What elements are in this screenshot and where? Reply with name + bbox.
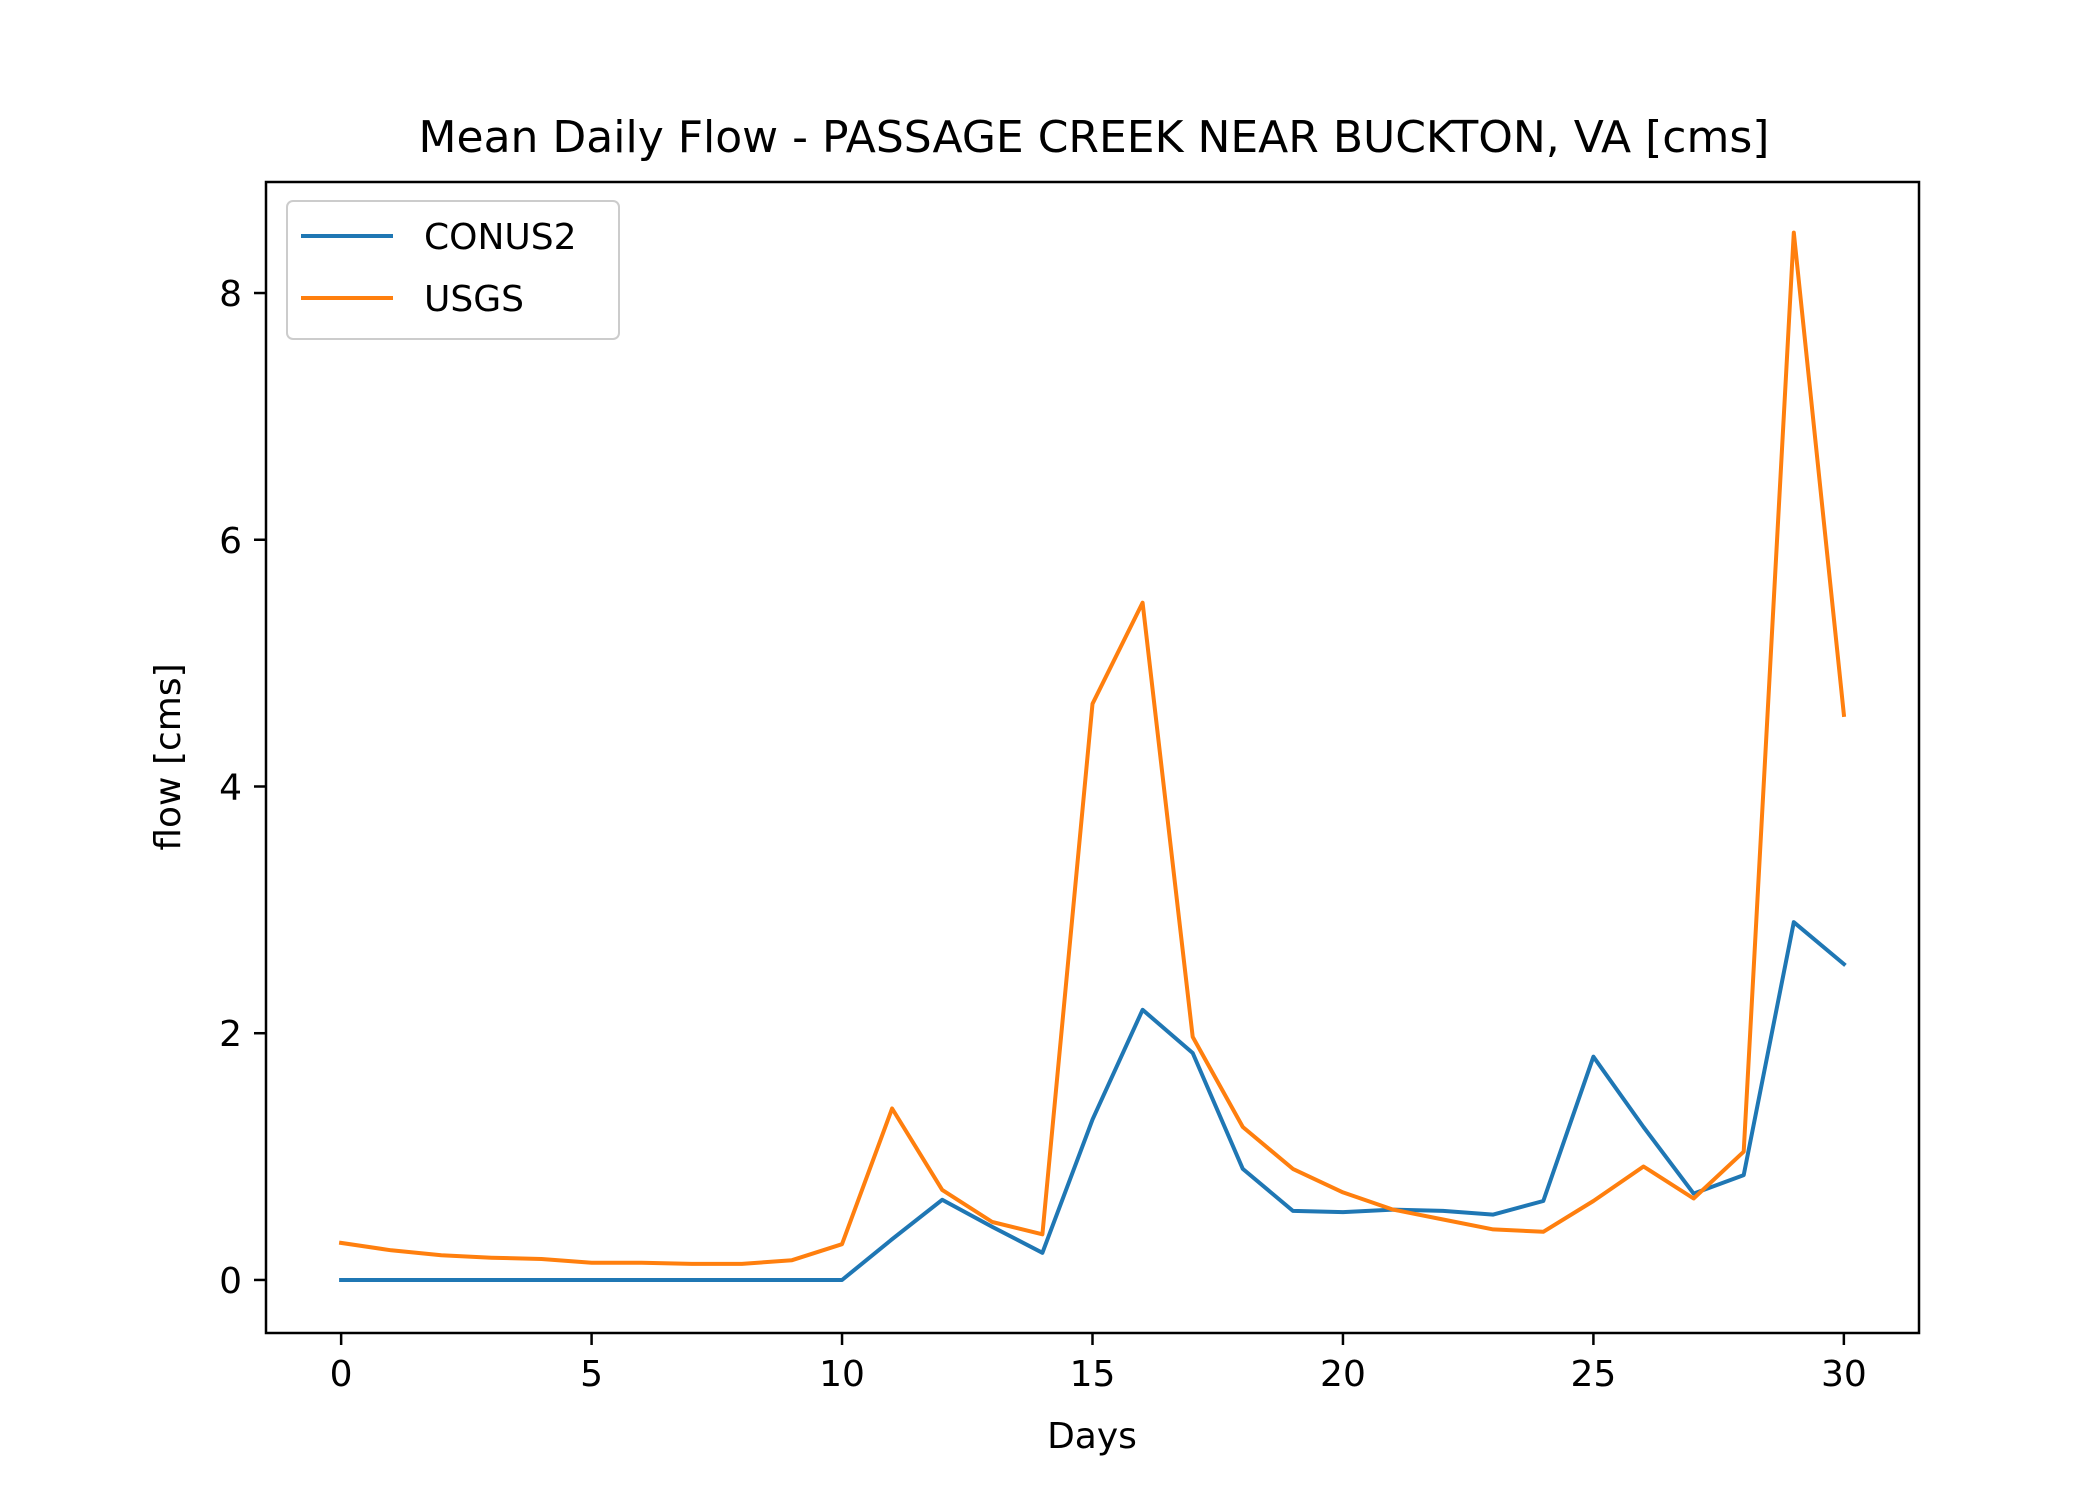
y-tick-label: 2	[219, 1014, 242, 1055]
x-axis: 0 5 10 15 20 25 30	[330, 1333, 1867, 1395]
legend: CONUS2 USGS	[286, 200, 620, 340]
x-tick-label: 10	[819, 1354, 865, 1395]
x-tick-label: 20	[1320, 1354, 1366, 1395]
y-axis: 0 2 4 6 8	[219, 274, 266, 1302]
series-line-usgs	[338, 230, 1847, 1266]
chart-title: Mean Daily Flow - PASSAGE CREEK NEAR BUC…	[419, 112, 1770, 163]
y-axis-label: flow [cms]	[148, 663, 189, 850]
y-tick-label: 4	[219, 767, 242, 808]
legend-label-usgs: USGS	[424, 279, 524, 320]
x-tick-label: 5	[580, 1354, 603, 1395]
legend-label-conus2: CONUS2	[424, 217, 577, 258]
y-tick-label: 8	[219, 274, 242, 315]
x-tick-label: 0	[330, 1354, 353, 1395]
x-axis-label: Days	[1047, 1416, 1137, 1457]
series-line-conus2	[339, 920, 1847, 1282]
x-tick-label: 25	[1571, 1354, 1617, 1395]
plot-area	[338, 230, 1847, 1282]
y-tick-label: 0	[219, 1261, 242, 1302]
x-tick-label: 15	[1070, 1354, 1116, 1395]
y-tick-label: 6	[219, 521, 242, 562]
x-tick-label: 30	[1821, 1354, 1867, 1395]
